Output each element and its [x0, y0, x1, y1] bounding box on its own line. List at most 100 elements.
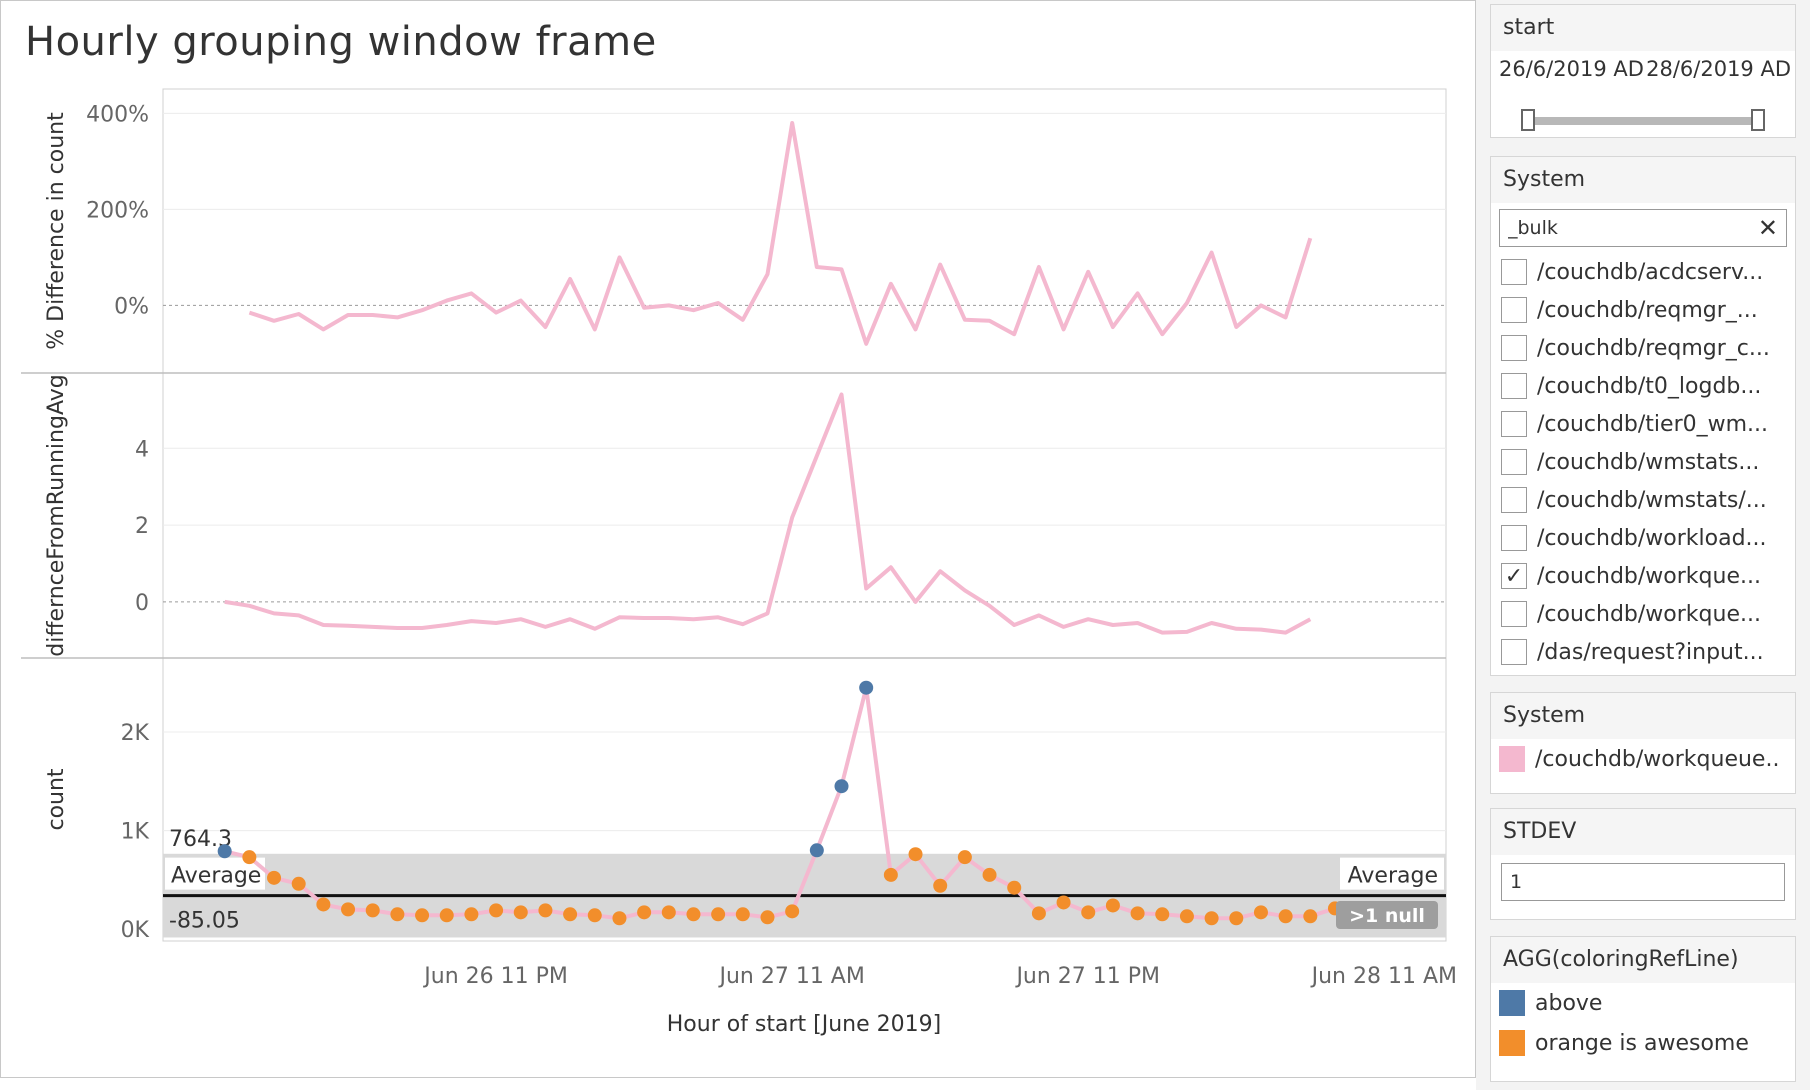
data-point	[1303, 909, 1318, 924]
system-filter-item[interactable]: /couchdb/workque...	[1491, 595, 1795, 633]
coloring-legend-item[interactable]: above	[1491, 983, 1795, 1023]
checkbox[interactable]	[1501, 411, 1527, 437]
system-filter-item-label: /couchdb/reqmgr_...	[1537, 297, 1758, 323]
system-search[interactable]: ✕	[1499, 209, 1787, 247]
system-filter-item-label: /couchdb/workque...	[1537, 563, 1761, 589]
system-filter-item[interactable]: /couchdb/tier0_wm...	[1491, 405, 1795, 443]
system-filter-item[interactable]: /couchdb/t0_logdb...	[1491, 367, 1795, 405]
data-point	[242, 850, 257, 865]
checkbox[interactable]	[1501, 259, 1527, 285]
system-legend-items: /couchdb/workqueue..	[1491, 739, 1795, 779]
side-panel: start 26/6/2019 AD 28/6/2019 AD System ✕…	[1476, 0, 1810, 1090]
stdev-field[interactable]	[1501, 863, 1785, 901]
checkbox[interactable]	[1501, 525, 1527, 551]
y-tick-label: 2K	[121, 721, 150, 746]
system-search-input[interactable]	[1500, 210, 1740, 246]
data-point	[1253, 905, 1268, 920]
data-point	[883, 867, 898, 882]
start-date-filter: start 26/6/2019 AD 28/6/2019 AD	[1490, 4, 1796, 138]
system-filter-item[interactable]: /couchdb/wmstats...	[1491, 443, 1795, 481]
system-legend-item-label: /couchdb/workqueue..	[1535, 746, 1780, 772]
checkbox-checked[interactable]: ✓	[1501, 563, 1527, 589]
y-tick-label: 0%	[114, 294, 149, 319]
date-range-slider[interactable]	[1527, 117, 1759, 125]
y-tick-label: 4	[135, 437, 149, 462]
system-filter-item-label: /couchdb/acdcserv...	[1537, 259, 1764, 285]
checkbox[interactable]	[1501, 297, 1527, 323]
slider-handle-end[interactable]	[1751, 109, 1765, 131]
average-label-bg-right	[1340, 857, 1444, 890]
x-tick-label: Jun 28 11 AM	[1310, 964, 1457, 989]
data-point	[489, 903, 504, 918]
system-filter-item-label: /couchdb/workque...	[1537, 601, 1761, 627]
data-point	[982, 867, 997, 882]
system-filter-item[interactable]: /couchdb/wmstats/...	[1491, 481, 1795, 519]
system-filter-item[interactable]: /couchdb/acdcserv...	[1491, 253, 1795, 291]
data-point	[464, 907, 479, 922]
data-point	[1179, 909, 1194, 924]
system-filter-item-label: /das/request?input...	[1537, 639, 1764, 665]
checkbox[interactable]	[1501, 487, 1527, 513]
date-range-labels: 26/6/2019 AD 28/6/2019 AD	[1491, 51, 1795, 81]
data-point	[1229, 911, 1244, 926]
color-swatch	[1499, 990, 1525, 1016]
data-point	[1056, 895, 1071, 910]
series-line	[224, 392, 1312, 635]
stdev-input[interactable]	[1502, 864, 1772, 900]
system-filter-item[interactable]: ✓ /couchdb/workque...	[1491, 557, 1795, 595]
data-point	[316, 897, 331, 912]
data-point	[1204, 911, 1219, 926]
data-point	[587, 908, 602, 923]
null-indicator-bg	[1336, 901, 1438, 929]
system-filter-item-label: /couchdb/reqmgr_c...	[1537, 335, 1770, 361]
color-swatch	[1499, 1030, 1525, 1056]
data-point	[267, 870, 282, 885]
start-filter-title: start	[1491, 5, 1795, 51]
system-legend-title: System	[1491, 693, 1795, 739]
data-point	[439, 908, 454, 923]
system-legend-item[interactable]: /couchdb/workqueue..	[1491, 739, 1795, 779]
data-point	[834, 779, 849, 794]
checkbox[interactable]	[1501, 373, 1527, 399]
system-filter-item[interactable]: /das/request?input...	[1491, 633, 1795, 671]
color-swatch	[1499, 746, 1525, 772]
system-filter-item[interactable]: /couchdb/reqmgr_...	[1491, 291, 1795, 329]
data-point	[661, 905, 676, 920]
data-point	[711, 907, 726, 922]
system-filter-item[interactable]: /couchdb/workload...	[1491, 519, 1795, 557]
stdev-parameter: STDEV	[1490, 808, 1796, 920]
chart-area: 0% 200% 400% % Difference in count 0 2 4 differ…	[21, 88, 1457, 1037]
coloring-legend-title: AGG(coloringRefLine)	[1491, 937, 1795, 983]
coloring-legend-item-label: orange is awesome	[1535, 1030, 1749, 1056]
stdev-title: STDEV	[1491, 809, 1795, 855]
x-tick-label: Jun 27 11 AM	[717, 964, 864, 989]
y-tick-label: 400%	[86, 102, 149, 127]
x-tick-label: Jun 26 11 PM	[422, 964, 568, 989]
data-point	[1278, 909, 1293, 924]
checkbox[interactable]	[1501, 449, 1527, 475]
coloring-legend: AGG(coloringRefLine) above orange is awes…	[1490, 936, 1796, 1082]
data-point	[365, 903, 380, 918]
data-point	[637, 905, 652, 920]
checkbox[interactable]	[1501, 601, 1527, 627]
coloring-legend-item[interactable]: orange is awesome	[1491, 1023, 1795, 1063]
data-point	[760, 910, 775, 925]
slider-handle-start[interactable]	[1521, 109, 1535, 131]
coloring-legend-item-label: above	[1535, 990, 1603, 1016]
checkbox[interactable]	[1501, 639, 1527, 665]
y-tick-label: 1K	[121, 820, 150, 845]
data-point	[291, 876, 306, 891]
data-point	[563, 907, 578, 922]
null-indicator: >1 null	[1349, 905, 1425, 927]
y-tick-label: 200%	[86, 198, 149, 223]
y-tick-label: 0K	[121, 918, 150, 943]
data-point	[1007, 880, 1022, 895]
close-icon[interactable]: ✕	[1757, 215, 1778, 242]
data-point	[538, 903, 553, 918]
checkbox[interactable]	[1501, 335, 1527, 361]
y-axis-title: % Difference in count	[44, 112, 69, 350]
data-point	[1031, 906, 1046, 921]
system-filter-item[interactable]: /couchdb/reqmgr_c...	[1491, 329, 1795, 367]
system-filter-item-label: /couchdb/wmstats...	[1537, 449, 1760, 475]
y-tick-label: 2	[135, 514, 149, 539]
